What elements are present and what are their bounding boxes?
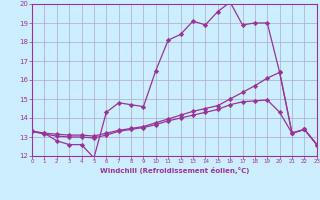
X-axis label: Windchill (Refroidissement éolien,°C): Windchill (Refroidissement éolien,°C)	[100, 167, 249, 174]
